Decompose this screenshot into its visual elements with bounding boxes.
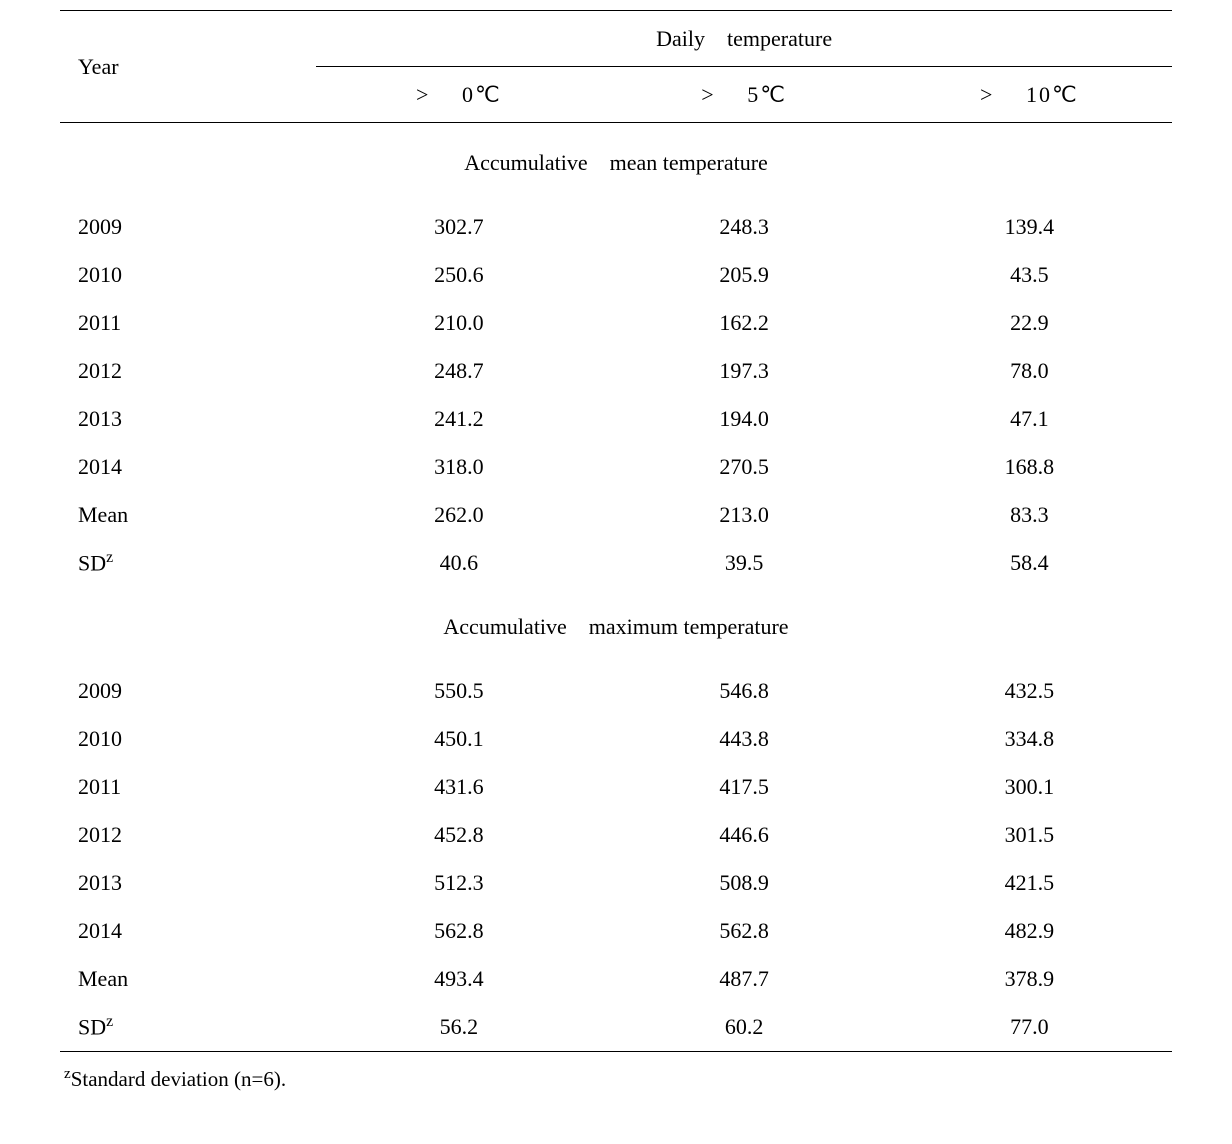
year-cell: 2011 [60, 763, 316, 811]
value-cell: 210.0 [316, 299, 601, 347]
table-row: 2011431.6417.5300.1 [60, 763, 1172, 811]
value-cell: 378.9 [887, 955, 1172, 1003]
value-cell: 562.8 [316, 907, 601, 955]
value-cell: 250.6 [316, 251, 601, 299]
value-cell: 77.0 [887, 1003, 1172, 1052]
header-row-1: Year Daily temperature [60, 11, 1172, 67]
value-cell: 162.2 [601, 299, 886, 347]
value-cell: 417.5 [601, 763, 886, 811]
value-cell: 58.4 [887, 539, 1172, 587]
section-title-row: Accumulative maximum temperature [60, 587, 1172, 667]
table-row: Mean262.0213.083.3 [60, 491, 1172, 539]
footnote-text: Standard deviation (n=6). [71, 1067, 286, 1091]
table-row: 2009302.7248.3139.4 [60, 203, 1172, 251]
table-row: 2013512.3508.9421.5 [60, 859, 1172, 907]
year-cell: SDz [60, 539, 316, 587]
daily-temp-group-header: Daily temperature [316, 11, 1172, 67]
year-cell: 2014 [60, 907, 316, 955]
temperature-table: Year Daily temperature > 0℃ > 5℃ > 10℃ A… [60, 10, 1172, 1052]
value-cell: 431.6 [316, 763, 601, 811]
table-row: Mean493.4487.7378.9 [60, 955, 1172, 1003]
value-cell: 205.9 [601, 251, 886, 299]
value-cell: 562.8 [601, 907, 886, 955]
col-header-10c: > 10℃ [887, 67, 1172, 123]
year-cell: Mean [60, 955, 316, 1003]
footnote: zStandard deviation (n=6). [60, 1052, 1172, 1092]
value-cell: 452.8 [316, 811, 601, 859]
value-cell: 432.5 [887, 667, 1172, 715]
section-title-row: Accumulative mean temperature [60, 123, 1172, 204]
table-row: 2012452.8446.6301.5 [60, 811, 1172, 859]
table-head: Year Daily temperature > 0℃ > 5℃ > 10℃ [60, 11, 1172, 123]
table-row: 2014562.8562.8482.9 [60, 907, 1172, 955]
value-cell: 493.4 [316, 955, 601, 1003]
value-cell: 446.6 [601, 811, 886, 859]
table-row: 2012248.7197.378.0 [60, 347, 1172, 395]
value-cell: 22.9 [887, 299, 1172, 347]
value-cell: 40.6 [316, 539, 601, 587]
value-cell: 512.3 [316, 859, 601, 907]
value-cell: 197.3 [601, 347, 886, 395]
year-cell: SDz [60, 1003, 316, 1052]
section-title: Accumulative maximum temperature [60, 587, 1172, 667]
year-cell: 2009 [60, 203, 316, 251]
year-cell: 2013 [60, 395, 316, 443]
value-cell: 56.2 [316, 1003, 601, 1052]
year-cell: 2013 [60, 859, 316, 907]
value-cell: 487.7 [601, 955, 886, 1003]
value-cell: 301.5 [887, 811, 1172, 859]
value-cell: 248.7 [316, 347, 601, 395]
table-row: SDz40.639.558.4 [60, 539, 1172, 587]
value-cell: 248.3 [601, 203, 886, 251]
value-cell: 47.1 [887, 395, 1172, 443]
value-cell: 83.3 [887, 491, 1172, 539]
year-cell: Mean [60, 491, 316, 539]
col-header-0c: > 0℃ [316, 67, 601, 123]
table-row: 2009550.5546.8432.5 [60, 667, 1172, 715]
value-cell: 450.1 [316, 715, 601, 763]
year-cell: 2012 [60, 347, 316, 395]
value-cell: 39.5 [601, 539, 886, 587]
value-cell: 482.9 [887, 907, 1172, 955]
value-cell: 43.5 [887, 251, 1172, 299]
value-cell: 270.5 [601, 443, 886, 491]
year-cell: 2009 [60, 667, 316, 715]
section-title: Accumulative mean temperature [60, 123, 1172, 204]
value-cell: 302.7 [316, 203, 601, 251]
value-cell: 60.2 [601, 1003, 886, 1052]
year-cell: 2011 [60, 299, 316, 347]
table-row: 2011210.0162.222.9 [60, 299, 1172, 347]
value-cell: 262.0 [316, 491, 601, 539]
year-cell: 2012 [60, 811, 316, 859]
value-cell: 546.8 [601, 667, 886, 715]
table-row: 2010250.6205.943.5 [60, 251, 1172, 299]
value-cell: 421.5 [887, 859, 1172, 907]
table-row: 2010450.1443.8334.8 [60, 715, 1172, 763]
value-cell: 300.1 [887, 763, 1172, 811]
page: Year Daily temperature > 0℃ > 5℃ > 10℃ A… [0, 0, 1232, 1122]
value-cell: 318.0 [316, 443, 601, 491]
table-row: 2014318.0270.5168.8 [60, 443, 1172, 491]
value-cell: 334.8 [887, 715, 1172, 763]
footnote-sup: z [64, 1066, 71, 1082]
col-header-5c: > 5℃ [601, 67, 886, 123]
table-row: SDz56.260.277.0 [60, 1003, 1172, 1052]
value-cell: 550.5 [316, 667, 601, 715]
value-cell: 508.9 [601, 859, 886, 907]
table-body: Accumulative mean temperature2009302.724… [60, 123, 1172, 1052]
value-cell: 241.2 [316, 395, 601, 443]
year-header: Year [60, 11, 316, 123]
value-cell: 443.8 [601, 715, 886, 763]
value-cell: 194.0 [601, 395, 886, 443]
year-cell: 2014 [60, 443, 316, 491]
value-cell: 213.0 [601, 491, 886, 539]
value-cell: 139.4 [887, 203, 1172, 251]
table-row: 2013241.2194.047.1 [60, 395, 1172, 443]
year-cell: 2010 [60, 715, 316, 763]
year-cell: 2010 [60, 251, 316, 299]
value-cell: 78.0 [887, 347, 1172, 395]
value-cell: 168.8 [887, 443, 1172, 491]
